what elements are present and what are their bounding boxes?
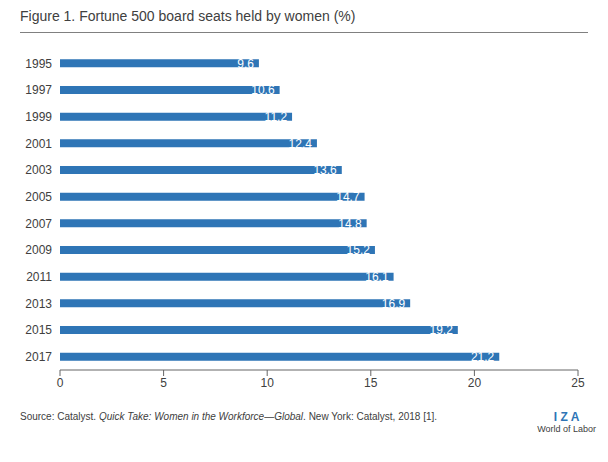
svg-text:25: 25: [571, 376, 585, 390]
svg-text:10.6: 10.6: [251, 83, 275, 97]
svg-text:12.4: 12.4: [289, 137, 313, 151]
svg-text:14.8: 14.8: [338, 217, 362, 231]
html-text:World of Labor: World of Labor: [537, 424, 596, 434]
svg-text:15: 15: [364, 376, 378, 390]
svg-text:13.6: 13.6: [313, 163, 337, 177]
svg-text:2017: 2017: [25, 350, 52, 364]
svg-text:15.2: 15.2: [347, 243, 371, 257]
html-text:Source: Catalyst. Quick Take:: Source: Catalyst. Quick Take: Women in t…: [20, 411, 438, 422]
svg-text:1995: 1995: [25, 57, 52, 71]
svg-text:5: 5: [160, 376, 167, 390]
svg-text:11.2: 11.2: [265, 110, 288, 124]
svg-text:14.7: 14.7: [336, 190, 360, 204]
html-text:I Z A: I Z A: [553, 410, 580, 424]
svg-text:1999: 1999: [25, 110, 52, 124]
svg-text:2005: 2005: [25, 190, 52, 204]
svg-text:2007: 2007: [25, 217, 52, 231]
svg-text:2011: 2011: [26, 270, 52, 284]
svg-text:19.2: 19.2: [429, 323, 453, 337]
svg-text:20: 20: [468, 376, 482, 390]
svg-text:2015: 2015: [25, 323, 52, 337]
html-text:Figure 1. Fortune 500 board se: Figure 1. Fortune 500 board seats held b…: [20, 8, 356, 24]
svg-text:10: 10: [261, 376, 275, 390]
svg-text:9.6: 9.6: [237, 57, 254, 71]
svg-text:16.1: 16.1: [365, 270, 389, 284]
svg-text:2013: 2013: [25, 297, 52, 311]
svg-text:0: 0: [57, 376, 64, 390]
svg-text:21.2: 21.2: [471, 350, 495, 364]
svg-text:16.9: 16.9: [382, 297, 406, 311]
svg-text:2009: 2009: [25, 243, 52, 257]
svg-text:1997: 1997: [25, 83, 52, 97]
svg-text:2003: 2003: [25, 163, 52, 177]
svg-text:2001: 2001: [25, 137, 52, 151]
